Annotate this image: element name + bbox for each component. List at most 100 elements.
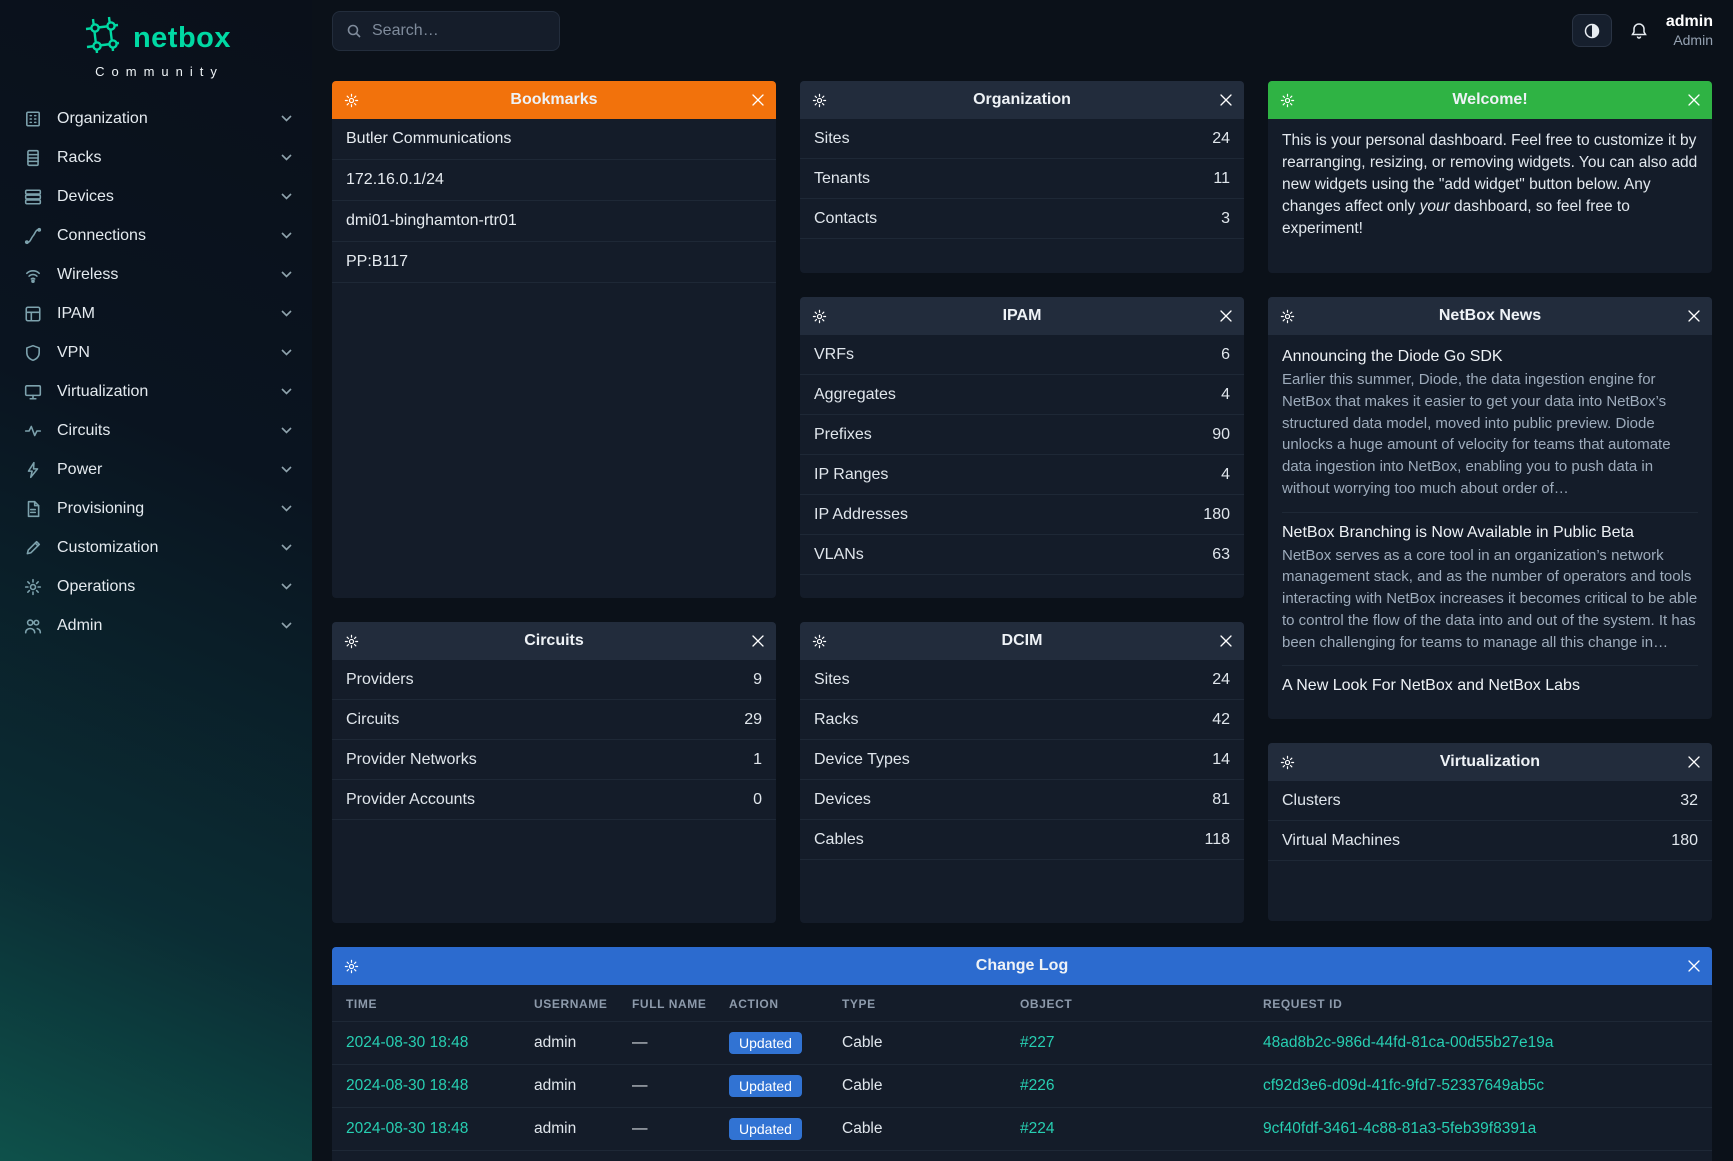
- sidebar-item-racks[interactable]: Racks: [0, 138, 312, 177]
- stat-label: Provider Accounts: [346, 790, 475, 808]
- stat-label: Tenants: [814, 169, 871, 187]
- sidebar-item-connections[interactable]: Connections: [0, 216, 312, 255]
- changelog-request-id-link[interactable]: 48ad8b2c-986d-44fd-81ca-00d55b27e19a: [1263, 1034, 1554, 1051]
- sidebar-item-ipam[interactable]: IPAM: [0, 294, 312, 333]
- ip-grid-icon: [24, 305, 44, 323]
- brand-logo[interactable]: netbox: [0, 16, 312, 61]
- sidebar-item-wireless[interactable]: Wireless: [0, 255, 312, 294]
- close-icon[interactable]: [742, 635, 764, 647]
- gear-icon[interactable]: [1280, 755, 1302, 770]
- gear-icon[interactable]: [1280, 93, 1302, 108]
- organization-widget: Organization Sites 24 Tenants 11 Contacts 3: [800, 81, 1244, 273]
- widget-header: Virtualization: [1268, 743, 1712, 781]
- bookmark-label: PP:B117: [346, 253, 408, 270]
- sidebar-item-power[interactable]: Power: [0, 450, 312, 489]
- close-icon[interactable]: [1678, 310, 1700, 322]
- sidebar-item-provisioning[interactable]: Provisioning: [0, 489, 312, 528]
- stat-value: 90: [1212, 425, 1230, 443]
- changelog-object-link[interactable]: #226: [1020, 1077, 1055, 1094]
- sidebar-item-devices[interactable]: Devices: [0, 177, 312, 216]
- stat-row: Clusters 32: [1268, 781, 1712, 821]
- netbox-logo-icon: [81, 16, 123, 61]
- gear-icon: [24, 578, 44, 596]
- gear-icon[interactable]: [812, 93, 834, 108]
- stat-row: Provider Networks 1: [332, 740, 776, 780]
- stat-label: Circuits: [346, 710, 400, 728]
- changelog-fullname: —: [632, 1034, 648, 1051]
- user-menu[interactable]: admin Admin: [1666, 12, 1713, 50]
- sidebar-item-label: Admin: [57, 616, 103, 634]
- sidebar-item-operations[interactable]: Operations: [0, 567, 312, 606]
- news-headline-link[interactable]: A New Look For NetBox and NetBox Labs: [1282, 677, 1580, 695]
- bell-icon[interactable]: [1629, 21, 1649, 41]
- users-icon: [24, 617, 44, 635]
- chevron-down-icon: [281, 466, 292, 473]
- bookmark-item[interactable]: PP:B117: [332, 242, 776, 283]
- column-header-fullname: Full Name: [632, 997, 707, 1011]
- bookmark-label: Butler Communications: [346, 130, 512, 147]
- stat-row: Circuits 29: [332, 700, 776, 740]
- changelog-time-link[interactable]: 2024-08-30 18:48: [346, 1120, 469, 1137]
- news-headline-link[interactable]: Announcing the Diode Go SDK: [1282, 348, 1503, 365]
- bookmark-item[interactable]: 172.16.0.1/24: [332, 160, 776, 201]
- widget-title: Welcome!: [1452, 91, 1528, 108]
- gear-icon[interactable]: [344, 93, 366, 108]
- change-log-widget: Change Log Time Username Full Name Actio…: [332, 947, 1712, 1161]
- bookmark-item[interactable]: Butler Communications: [332, 119, 776, 160]
- brand-name: netbox: [132, 22, 232, 54]
- dashboard-column-3: Welcome! This is your personal dashboard…: [1268, 81, 1712, 923]
- stat-row: Racks 42: [800, 700, 1244, 740]
- stat-list: VRFs 6 Aggregates 4 Prefixes 90 IP Ranges 4 …: [800, 335, 1244, 575]
- sidebar-item-label: Virtualization: [57, 382, 149, 400]
- change-log-table: Time Username Full Name Action Type Obje…: [332, 985, 1712, 1161]
- bookmark-item[interactable]: dmi01-binghamton-rtr01: [332, 201, 776, 242]
- changelog-object-link[interactable]: #224: [1020, 1120, 1055, 1137]
- close-icon[interactable]: [1210, 310, 1232, 322]
- sidebar-item-virtualization[interactable]: Virtualization: [0, 372, 312, 411]
- pulse-icon: [24, 422, 44, 440]
- news-headline-link[interactable]: NetBox Branching is Now Available in Pub…: [1282, 523, 1634, 541]
- sidebar-item-label: Operations: [57, 577, 136, 595]
- sidebar-item-customization[interactable]: Customization: [0, 528, 312, 567]
- close-icon[interactable]: [1678, 960, 1700, 972]
- column-header-requestid: Request ID: [1263, 997, 1343, 1011]
- gear-icon[interactable]: [812, 309, 834, 324]
- column-header-type: Type: [842, 997, 876, 1011]
- stat-label: Providers: [346, 670, 414, 688]
- dashboard-column-1: Bookmarks Butler Communications 172.16.0…: [332, 81, 776, 923]
- welcome-text-part: This is your personal dashboard. Feel fr…: [1282, 132, 1698, 215]
- changelog-request-id-link[interactable]: cf92d3e6-d09d-41fc-9fd7-52337649ab5c: [1263, 1077, 1544, 1094]
- sidebar-item-label: Wireless: [57, 265, 119, 283]
- search-input[interactable]: [372, 21, 579, 40]
- action-badge: Updated: [729, 1032, 802, 1054]
- stat-value: 63: [1212, 545, 1230, 563]
- sidebar-item-vpn[interactable]: VPN: [0, 333, 312, 372]
- changelog-request-id-link[interactable]: 9cf40fdf-3461-4c88-81a3-5feb39f8391a: [1263, 1120, 1537, 1137]
- gear-icon[interactable]: [812, 634, 834, 649]
- gear-icon[interactable]: [344, 634, 366, 649]
- sidebar-item-label: IPAM: [57, 304, 95, 322]
- changelog-object-link[interactable]: #227: [1020, 1034, 1055, 1051]
- netbox-news-widget: NetBox News Announcing the Diode Go SDK …: [1268, 297, 1712, 719]
- theme-toggle-button[interactable]: [1571, 14, 1612, 47]
- table-row: 2024-08-30 18:43 admin — Updated Cable #…: [332, 1150, 1712, 1161]
- sidebar-item-circuits[interactable]: Circuits: [0, 411, 312, 450]
- changelog-time-link[interactable]: 2024-08-30 18:48: [346, 1034, 469, 1051]
- close-icon[interactable]: [1678, 756, 1700, 768]
- stat-value: 3: [1221, 209, 1230, 227]
- gear-icon[interactable]: [1280, 309, 1302, 324]
- user-role: Admin: [1673, 31, 1713, 48]
- gear-icon[interactable]: [344, 959, 366, 974]
- sidebar-item-organization[interactable]: Organization: [0, 99, 312, 138]
- welcome-text-italic: your: [1419, 198, 1450, 215]
- close-icon[interactable]: [1678, 94, 1700, 106]
- changelog-time-link[interactable]: 2024-08-30 18:48: [346, 1077, 469, 1094]
- sidebar-item-admin[interactable]: Admin: [0, 606, 312, 645]
- close-icon[interactable]: [742, 94, 764, 106]
- stat-label: Cables: [814, 830, 864, 848]
- close-icon[interactable]: [1210, 94, 1232, 106]
- close-icon[interactable]: [1210, 635, 1232, 647]
- sidebar-item-label: Connections: [57, 226, 146, 244]
- table-header-row: Time Username Full Name Action Type Obje…: [332, 985, 1712, 1022]
- widget-header: IPAM: [800, 297, 1244, 335]
